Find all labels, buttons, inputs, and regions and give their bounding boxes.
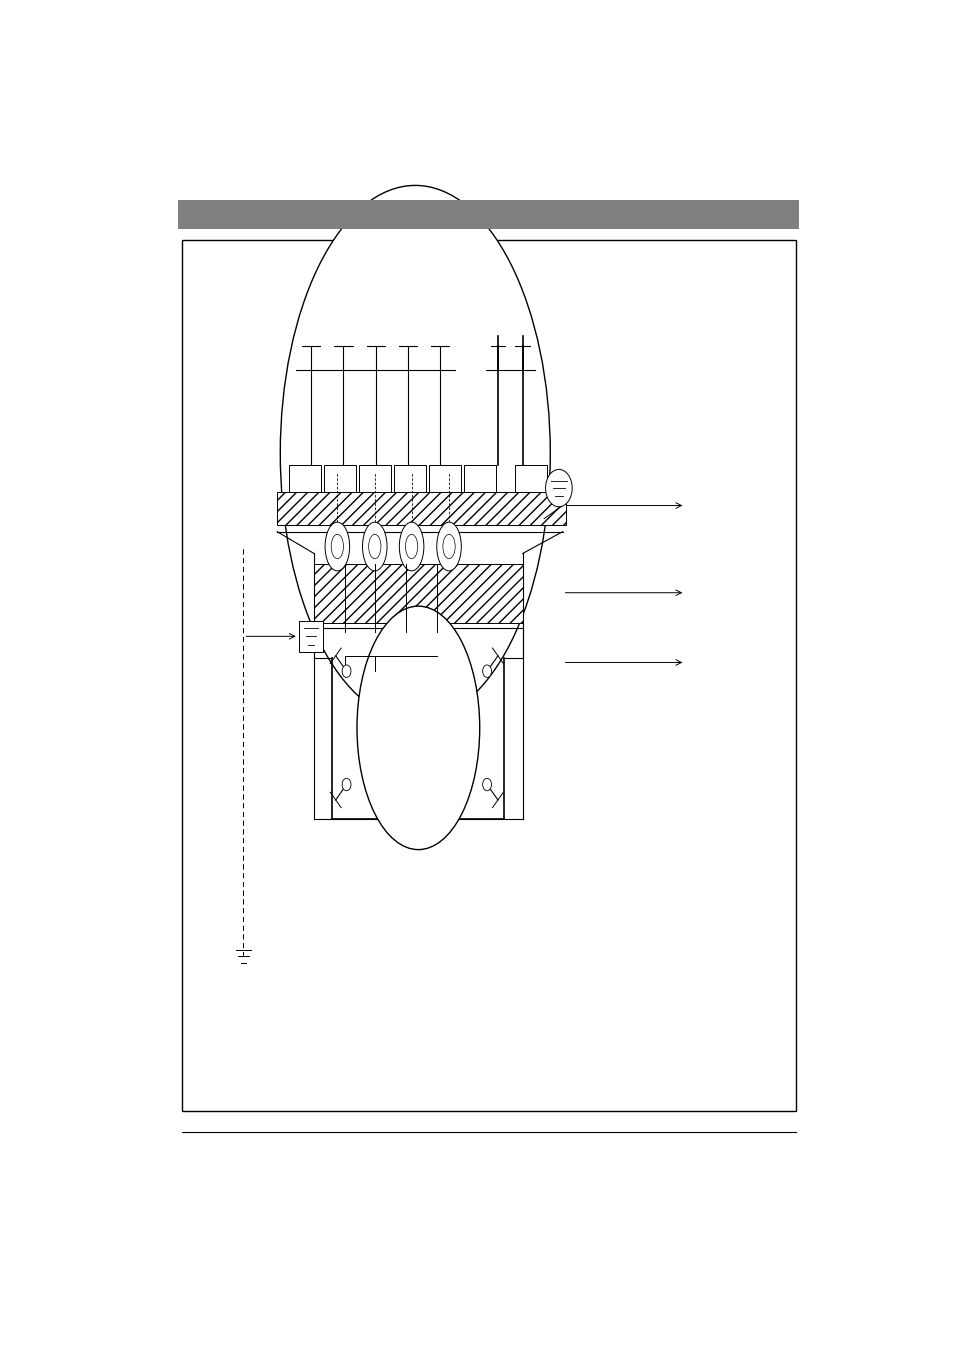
Bar	[298, 621, 323, 651]
Circle shape	[482, 665, 491, 678]
Bar	[277, 492, 565, 524]
Bar	[359, 465, 391, 511]
Bar	[429, 465, 461, 511]
Bar	[515, 465, 546, 511]
Bar	[178, 200, 799, 229]
Circle shape	[545, 469, 572, 507]
Ellipse shape	[405, 534, 417, 558]
Bar	[289, 465, 321, 511]
Ellipse shape	[436, 522, 461, 570]
Ellipse shape	[368, 534, 380, 558]
Bar	[314, 563, 522, 623]
Ellipse shape	[362, 522, 387, 570]
Ellipse shape	[325, 522, 349, 570]
Circle shape	[342, 665, 351, 678]
Circle shape	[482, 778, 491, 791]
Bar	[464, 465, 496, 511]
Bar	[324, 465, 356, 511]
Ellipse shape	[399, 522, 423, 570]
Ellipse shape	[356, 607, 479, 849]
Circle shape	[342, 778, 351, 791]
Bar	[394, 465, 426, 511]
Bar	[182, 240, 795, 1112]
Ellipse shape	[442, 534, 455, 558]
Ellipse shape	[331, 534, 343, 558]
Ellipse shape	[280, 186, 550, 721]
